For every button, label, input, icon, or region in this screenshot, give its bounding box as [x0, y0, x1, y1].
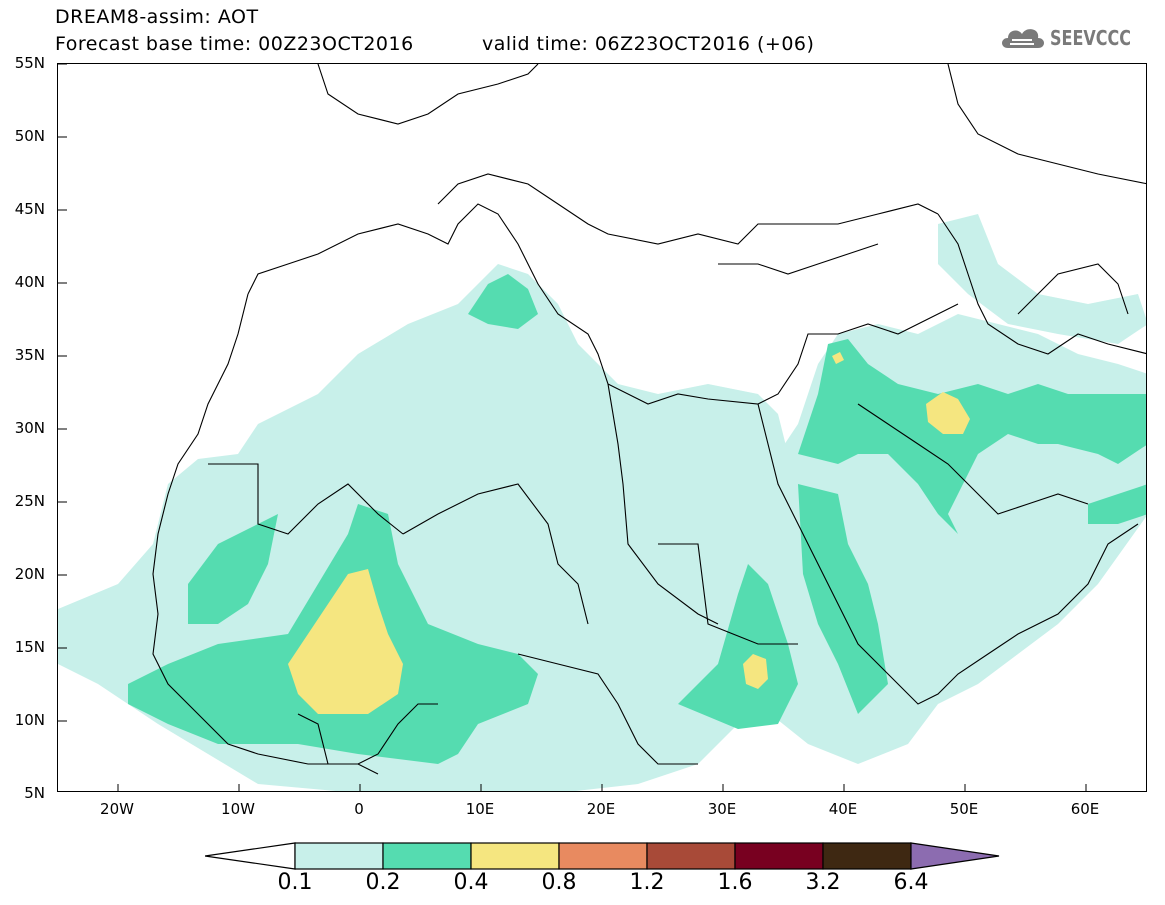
colorbar-label: 0.8 [541, 870, 577, 895]
lon-label: 20E [586, 800, 616, 818]
colorbar-segments [294, 842, 1000, 870]
colorbar-segment [734, 842, 824, 870]
lon-label: 10W [221, 800, 255, 818]
colorbar-right-arrow [910, 842, 1000, 870]
colorbar-label: 6.4 [893, 870, 929, 895]
lat-label: 20N [14, 565, 45, 583]
graticule-ticks [58, 64, 1087, 791]
lon-label: 10E [465, 800, 495, 818]
colorbar-segment [382, 842, 472, 870]
colorbar-segment [558, 842, 648, 870]
lon-label: 20W [100, 800, 134, 818]
lat-label: 10N [14, 711, 45, 729]
colorbar-segment [822, 842, 912, 870]
title-product: DREAM8-assim: AOT [55, 6, 259, 28]
lat-label: 30N [14, 419, 45, 437]
lat-label: 50N [14, 127, 45, 145]
colorbar-label: 1.6 [717, 870, 753, 895]
seevccc-logo: SEEVCCC [998, 24, 1151, 52]
title-base-time: Forecast base time: 00Z23OCT2016 [55, 33, 414, 55]
colorbar-label: 1.2 [629, 870, 665, 895]
title-valid-time: valid time: 06Z23OCT2016 (+06) [482, 33, 815, 55]
lat-label: 55N [14, 54, 45, 72]
colorbar-segment [646, 842, 736, 870]
lon-label: 40E [828, 800, 858, 818]
lon-label: 50E [949, 800, 979, 818]
lat-label: 40N [14, 273, 45, 291]
cloud-icon [1001, 29, 1044, 48]
lon-label: 0 [354, 800, 364, 818]
colorbar-left-arrow [205, 842, 296, 870]
colorbar-segment [470, 842, 560, 870]
map-area [57, 63, 1147, 792]
colorbar-segment [294, 842, 384, 870]
colorbar-label: 0.2 [365, 870, 401, 895]
colorbar-label: 0.1 [277, 870, 313, 895]
lat-label: 15N [14, 638, 45, 656]
lon-label: 30E [707, 800, 737, 818]
colorbar-label: 3.2 [805, 870, 841, 895]
aot-contour-0-4 [288, 352, 970, 714]
lat-label: 35N [14, 346, 45, 364]
coastlines [152, 64, 1146, 775]
colorbar [205, 842, 1000, 870]
lat-label: 25N [14, 492, 45, 510]
lon-label: 60E [1070, 800, 1100, 818]
lat-label: 45N [14, 200, 45, 218]
aot-map [58, 64, 1146, 791]
logo-text: SEEVCCC [1049, 26, 1131, 50]
lat-label: 5N [24, 784, 45, 802]
colorbar-label: 0.4 [453, 870, 489, 895]
